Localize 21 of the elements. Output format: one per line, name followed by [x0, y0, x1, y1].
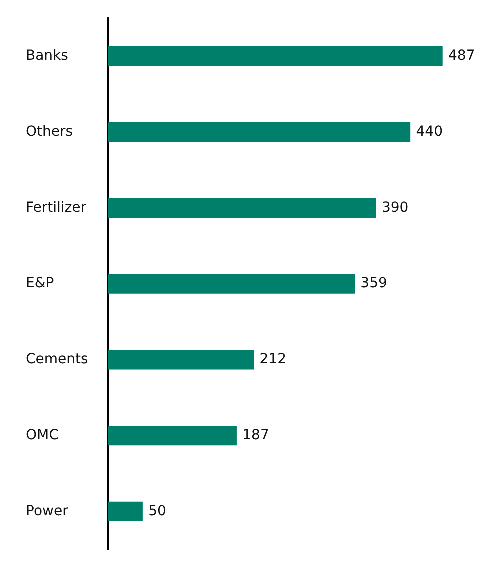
- y-tick-label: OMC: [26, 427, 60, 444]
- data-label: 487: [448, 48, 476, 64]
- bar: [108, 350, 254, 370]
- y-tick-label: Power: [26, 503, 69, 520]
- bar: [108, 122, 411, 142]
- data-label: 440: [416, 124, 443, 140]
- bar: [108, 502, 143, 522]
- y-tick-label: Fertilizer: [26, 200, 87, 216]
- bar: [108, 426, 237, 446]
- bar: [108, 46, 443, 66]
- y-tick-label: E&P: [26, 276, 54, 292]
- y-tick-label: Others: [26, 124, 74, 140]
- data-label: 50: [148, 503, 166, 520]
- data-label: 187: [242, 427, 270, 444]
- data-label: 212: [260, 352, 287, 368]
- y-tick-label: Banks: [26, 48, 68, 64]
- y-tick-label: Cements: [26, 352, 88, 368]
- data-label: 359: [360, 276, 388, 292]
- data-label: 390: [382, 200, 409, 216]
- bar: [108, 198, 376, 218]
- bar: [108, 274, 356, 294]
